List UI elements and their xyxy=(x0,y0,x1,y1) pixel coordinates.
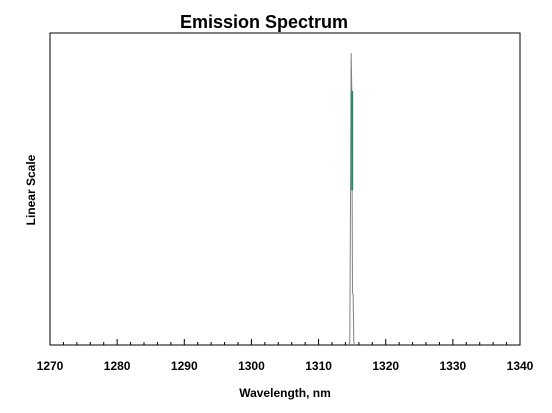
x-minor-ticks xyxy=(62,342,508,345)
x-axis-label: Wavelength, nm xyxy=(239,386,331,400)
series-layer xyxy=(348,52,355,346)
plot-area-frame xyxy=(49,32,521,346)
x-tick-label: 1270 xyxy=(37,359,64,373)
x-tick-label: 1320 xyxy=(372,359,399,373)
y-axis-label: Linear Scale xyxy=(24,154,38,225)
x-tick-label: 1290 xyxy=(171,359,198,373)
chart-title: Emission Spectrum xyxy=(180,12,348,32)
x-tick-label: 1310 xyxy=(305,359,332,373)
x-tick-labels: 1270 1280 1290 1300 1310 1320 1330 1340 xyxy=(37,359,534,373)
x-major-ticks xyxy=(49,339,521,345)
x-tick-label: 1340 xyxy=(507,359,534,373)
x-tick-label: 1300 xyxy=(238,359,265,373)
x-tick-label: 1330 xyxy=(440,359,467,373)
x-tick-label: 1280 xyxy=(104,359,131,373)
